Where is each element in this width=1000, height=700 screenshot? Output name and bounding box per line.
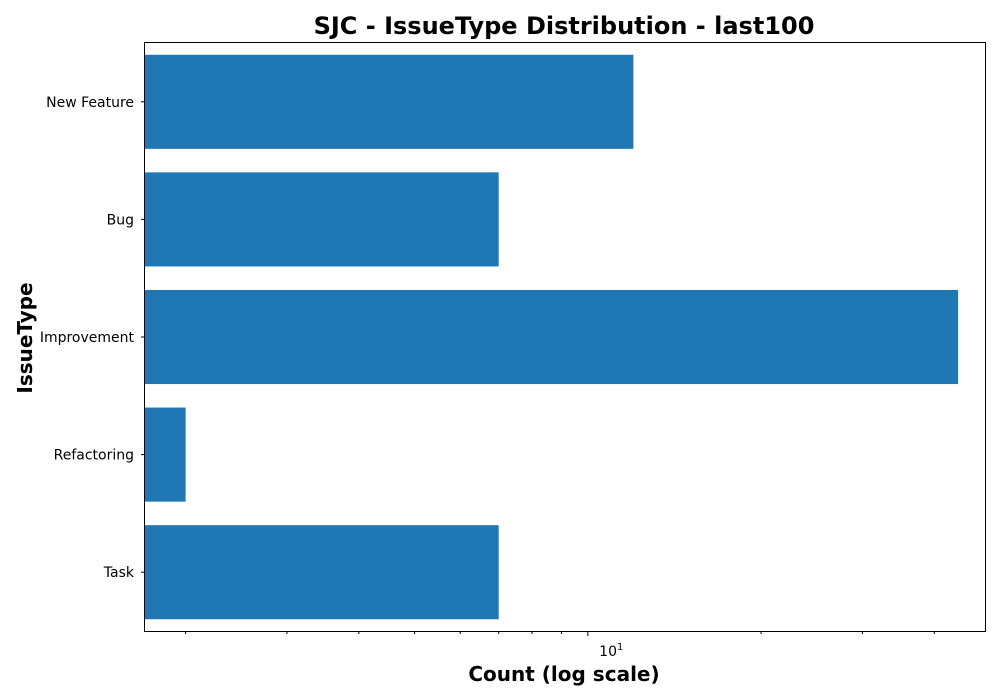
y-axis-label: IssueType: [13, 282, 37, 393]
bar-improvement: [145, 289, 959, 385]
chart-title: SJC - IssueType Distribution - last100: [314, 12, 815, 40]
y-tick-label: Refactoring: [54, 448, 134, 464]
bar-bug: [145, 172, 499, 267]
y-tick-label: Bug: [107, 212, 134, 228]
x-tick-label-major: 10: [599, 644, 617, 660]
y-tick-label: Task: [103, 565, 135, 581]
x-ticks-group: [185, 631, 935, 636]
x-axis-label: Count (log scale): [468, 662, 659, 686]
y-ticks-group: New Feature Bug Improvement Refactoring Task: [40, 95, 145, 581]
y-tick-label: Improvement: [40, 330, 135, 346]
bar-task: [145, 525, 499, 620]
bars-group: [145, 54, 959, 620]
x-tick-label-exponent: 1: [617, 642, 623, 653]
y-tick-label: New Feature: [46, 95, 134, 111]
bar-refactoring: [145, 407, 186, 502]
bar-new-feature: [145, 54, 634, 149]
x-tick-label-base: 10: [599, 644, 617, 660]
